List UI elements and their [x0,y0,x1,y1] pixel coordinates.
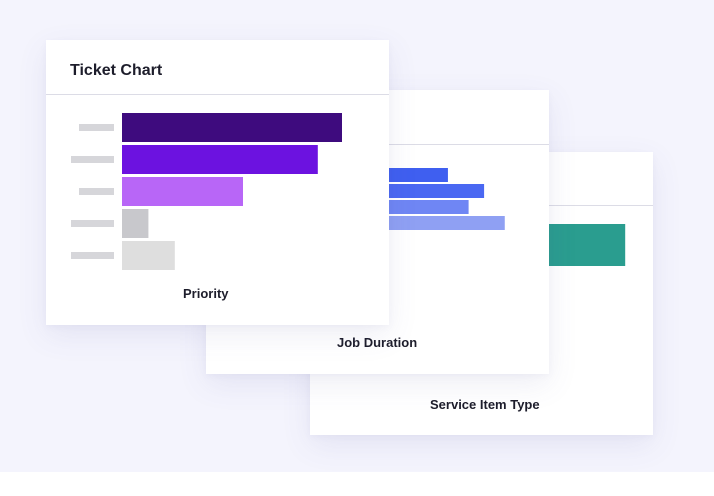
bar-2 [122,145,318,174]
category-label-placeholder-2 [71,156,114,163]
bar-3 [388,200,469,214]
chart-caption: Priority [183,286,229,301]
category-label-placeholder-4 [71,220,114,227]
priority-chart [71,113,342,270]
bar-4 [388,216,505,230]
card-header-divider [46,94,389,95]
bar-1 [122,113,342,142]
bar-5 [122,241,175,270]
category-label-placeholder-1 [79,124,114,131]
category-label-placeholder-3 [79,188,114,195]
bar-2 [388,184,485,198]
bar-3 [122,177,243,206]
job-duration-chart [388,168,505,230]
category-label-placeholder-5 [71,252,114,259]
bar-4 [122,209,149,238]
ticket-chart-card: Ticket Chart Priority [46,40,389,325]
chart-caption: Service Item Type [430,397,540,412]
bar-1 [388,168,448,182]
chart-caption: Job Duration [337,335,418,350]
chart-title: Ticket Chart [70,62,163,79]
